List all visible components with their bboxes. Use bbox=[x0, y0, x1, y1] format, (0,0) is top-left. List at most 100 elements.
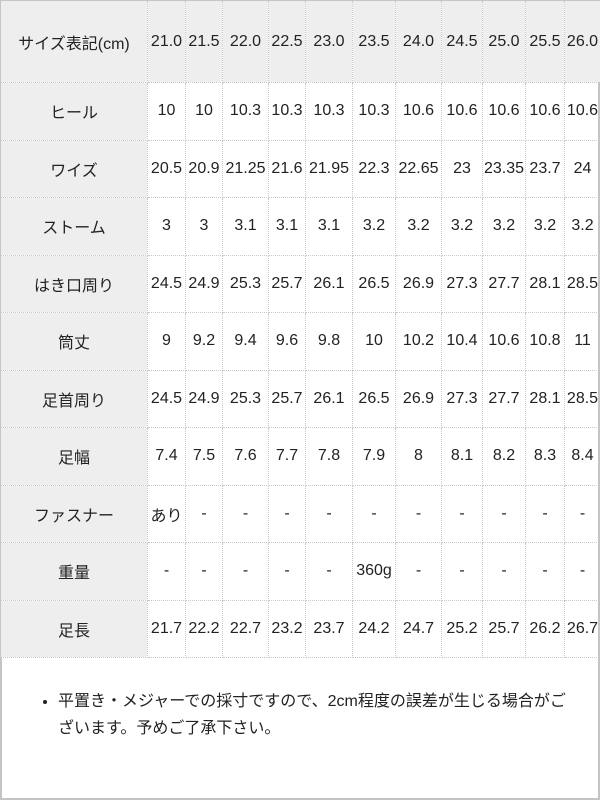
table-cell: - bbox=[305, 484, 353, 543]
table-cell: 21.0 bbox=[147, 0, 186, 83]
table-cell: 8.2 bbox=[482, 427, 526, 486]
size-table: サイズ表記(cm) 21.0 21.5 22.0 22.5 23.0 23.5 24.0 24.… bbox=[0, 0, 600, 658]
table-cell: - bbox=[222, 484, 269, 543]
table-cell: 24.5 bbox=[147, 369, 186, 428]
table-row: はき口周り 24.5 24.9 25.3 25.7 26.1 26.5 26.9 27.3 27.… bbox=[0, 254, 600, 313]
table-row: ヒール 10 10 10.3 10.3 10.3 10.3 10.6 10.6 10.6 10.6 1… bbox=[0, 82, 600, 141]
table-cell: 24 bbox=[564, 139, 600, 198]
table-cell: 25.5 bbox=[525, 0, 565, 83]
row-label: はき口周り bbox=[0, 254, 148, 313]
table-cell: 23.0 bbox=[305, 0, 353, 83]
table-cell: 10 bbox=[185, 82, 223, 141]
table-row: 足幅 7.4 7.5 7.6 7.7 7.8 7.9 8 8.1 8.2 8.3 8.4 bbox=[0, 427, 600, 486]
table-cell: - bbox=[185, 484, 223, 543]
row-label: 足首周り bbox=[0, 369, 148, 428]
table-cell: 3.2 bbox=[525, 197, 565, 256]
table-cell: 25.7 bbox=[482, 599, 526, 658]
table-cell: 3.1 bbox=[305, 197, 353, 256]
table-cell: 10.6 bbox=[564, 82, 600, 141]
table-cell: 7.4 bbox=[147, 427, 186, 486]
table-cell: 26.1 bbox=[305, 254, 353, 313]
table-cell: 8.4 bbox=[564, 427, 600, 486]
table-cell: あり bbox=[147, 484, 186, 543]
table-cell: - bbox=[564, 542, 600, 601]
table-cell: 28.1 bbox=[525, 369, 565, 428]
table-cell: 28.1 bbox=[525, 254, 565, 313]
table-cell: 3.1 bbox=[222, 197, 269, 256]
table-cell: 26.7 bbox=[564, 599, 600, 658]
table-cell: 3.2 bbox=[564, 197, 600, 256]
table-cell: - bbox=[222, 542, 269, 601]
table-cell: 27.3 bbox=[441, 254, 483, 313]
table-cell: 24.9 bbox=[185, 369, 223, 428]
table-cell: 21.25 bbox=[222, 139, 269, 198]
table-cell: 24.2 bbox=[352, 599, 396, 658]
row-label: ヒール bbox=[0, 82, 148, 141]
table-cell: - bbox=[441, 542, 483, 601]
table-cell: 3.2 bbox=[395, 197, 442, 256]
table-cell: 21.5 bbox=[185, 0, 223, 83]
table-header-row: サイズ表記(cm) 21.0 21.5 22.0 22.5 23.0 23.5 24.0 24.… bbox=[0, 0, 600, 83]
table-cell: - bbox=[185, 542, 223, 601]
table-cell: 28.5 bbox=[564, 369, 600, 428]
table-cell: 25.3 bbox=[222, 254, 269, 313]
table-cell: - bbox=[268, 542, 306, 601]
table-cell: 3.2 bbox=[441, 197, 483, 256]
table-cell: 3.2 bbox=[352, 197, 396, 256]
table-cell: - bbox=[564, 484, 600, 543]
table-cell: 27.3 bbox=[441, 369, 483, 428]
table-cell: 28.5 bbox=[564, 254, 600, 313]
table-cell: 21.7 bbox=[147, 599, 186, 658]
table-cell: - bbox=[482, 542, 526, 601]
table-row: 筒丈 9 9.2 9.4 9.6 9.8 10 10.2 10.4 10.6 10.8 11 bbox=[0, 312, 600, 371]
table-cell: 10.6 bbox=[441, 82, 483, 141]
table-row: 足首周り 24.5 24.9 25.3 25.7 26.1 26.5 26.9 27.3 27.7… bbox=[0, 369, 600, 428]
table-cell: 10.6 bbox=[482, 82, 526, 141]
row-label: 足長 bbox=[0, 599, 148, 658]
table-cell: 9.2 bbox=[185, 312, 223, 371]
table-cell: 22.7 bbox=[222, 599, 269, 658]
table-cell: 27.7 bbox=[482, 369, 526, 428]
table-cell: 7.7 bbox=[268, 427, 306, 486]
table-cell: 10 bbox=[147, 82, 186, 141]
table-cell: 360g bbox=[352, 542, 396, 601]
table-cell: 10.8 bbox=[525, 312, 565, 371]
table-cell: 10.3 bbox=[352, 82, 396, 141]
table-cell: 10.6 bbox=[482, 312, 526, 371]
table-cell: - bbox=[482, 484, 526, 543]
table-row: 足長 21.7 22.2 22.7 23.2 23.7 24.2 24.7 25.2 25.7 26… bbox=[0, 599, 600, 658]
table-cell: 21.95 bbox=[305, 139, 353, 198]
row-label: 筒丈 bbox=[0, 312, 148, 371]
table-cell: 10.3 bbox=[268, 82, 306, 141]
table-cell: 11 bbox=[564, 312, 600, 371]
table-cell: 8 bbox=[395, 427, 442, 486]
row-label: ワイズ bbox=[0, 139, 148, 198]
row-label: 足幅 bbox=[0, 427, 148, 486]
table-cell: 9.6 bbox=[268, 312, 306, 371]
row-label: 重量 bbox=[0, 542, 148, 601]
measurement-note: 平置き・メジャーでの採寸ですので、2cm程度の誤差が生じる場合がございます。予め… bbox=[40, 688, 580, 742]
table-cell: 26.2 bbox=[525, 599, 565, 658]
table-cell: 23.35 bbox=[482, 139, 526, 198]
table-cell: 23.2 bbox=[268, 599, 306, 658]
table-cell: 20.9 bbox=[185, 139, 223, 198]
table-cell: 25.0 bbox=[482, 0, 526, 83]
table-cell: 22.3 bbox=[352, 139, 396, 198]
table-cell: 3.2 bbox=[482, 197, 526, 256]
table-cell: 20.5 bbox=[147, 139, 186, 198]
row-label: ストーム bbox=[0, 197, 148, 256]
table-cell: 23 bbox=[441, 139, 483, 198]
table-cell: 25.2 bbox=[441, 599, 483, 658]
table-cell: 26.9 bbox=[395, 369, 442, 428]
row-label: ファスナー bbox=[0, 484, 148, 543]
table-cell: 10.6 bbox=[525, 82, 565, 141]
table-cell: 10.6 bbox=[395, 82, 442, 141]
table-cell: 26.0 bbox=[564, 0, 600, 83]
table-cell: 7.8 bbox=[305, 427, 353, 486]
table-row: ワイズ 20.5 20.9 21.25 21.6 21.95 22.3 22.65 23 23.3… bbox=[0, 139, 600, 198]
table-cell: 23.7 bbox=[305, 599, 353, 658]
table-cell: 23.7 bbox=[525, 139, 565, 198]
table-row: ファスナー あり - - - - - - - - - - bbox=[0, 484, 600, 543]
table-cell: 25.7 bbox=[268, 254, 306, 313]
table-cell: 27.7 bbox=[482, 254, 526, 313]
